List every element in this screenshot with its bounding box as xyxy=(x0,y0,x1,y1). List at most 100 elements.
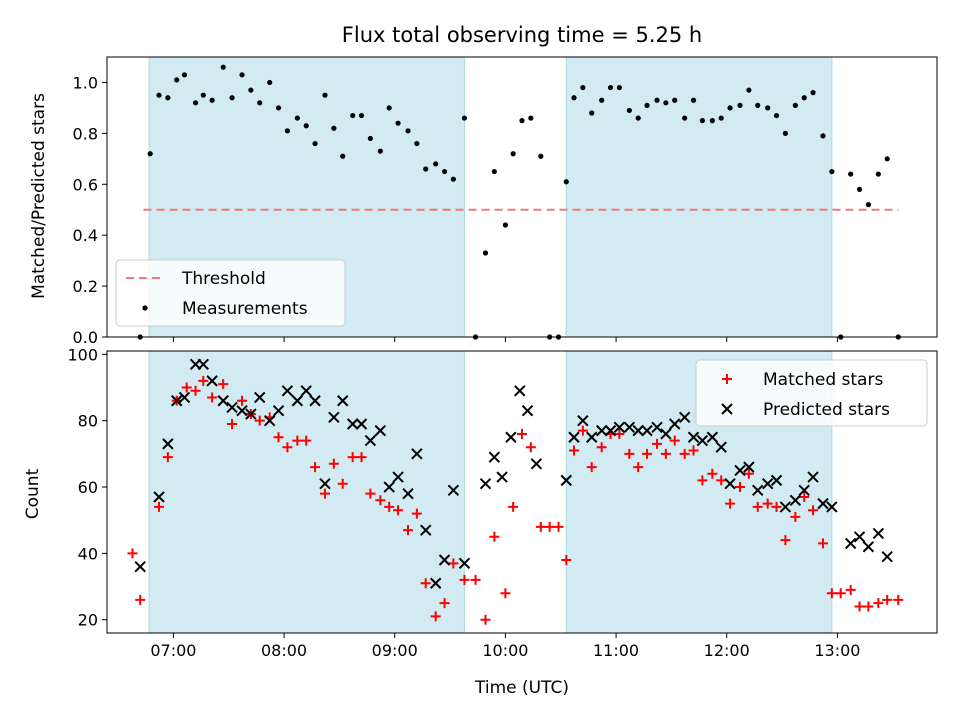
data-point xyxy=(254,415,265,426)
data-point xyxy=(715,441,727,453)
data-point xyxy=(322,92,328,98)
data-point xyxy=(291,395,304,407)
data-point xyxy=(392,471,404,483)
data-point xyxy=(355,418,368,430)
data-point xyxy=(641,424,653,437)
data-point xyxy=(613,421,626,434)
data-point xyxy=(162,438,174,450)
data-point xyxy=(162,452,173,463)
y-tick-label: 20 xyxy=(78,611,98,630)
data-point xyxy=(697,475,708,486)
data-point xyxy=(789,494,802,507)
data-point xyxy=(181,72,188,78)
data-point xyxy=(450,176,456,182)
data-point xyxy=(743,461,755,473)
y-tick-label: 0.2 xyxy=(73,277,98,296)
legend-threshold-label: Threshold xyxy=(181,269,266,289)
data-point xyxy=(197,358,209,370)
data-point xyxy=(752,501,763,512)
ratio-panel: 0.0 0.2 0.4 0.6 0.8 1.0 Threshold Measurements xyxy=(73,56,938,347)
data-point xyxy=(192,100,199,106)
data-point xyxy=(209,97,215,103)
x-tick-label: 11:00 xyxy=(593,641,639,660)
data-point xyxy=(510,151,516,157)
data-point xyxy=(696,434,709,447)
data-point xyxy=(863,601,874,612)
data-point xyxy=(491,168,497,175)
data-point xyxy=(320,488,331,499)
data-point xyxy=(580,84,586,91)
data-point xyxy=(765,105,771,111)
data-point xyxy=(690,97,697,103)
data-point xyxy=(340,153,346,159)
data-point xyxy=(651,421,663,434)
data-point xyxy=(633,462,644,473)
legend-measurements-label: Measurements xyxy=(182,299,308,319)
observing-interval-shade xyxy=(565,56,833,338)
data-point xyxy=(544,521,555,532)
data-point xyxy=(569,445,580,456)
data-point xyxy=(642,448,653,459)
data-point xyxy=(171,395,183,407)
data-point xyxy=(616,84,622,91)
data-point xyxy=(439,598,450,609)
data-point xyxy=(135,594,146,605)
legend-predicted-label: Predicted stars xyxy=(763,400,890,420)
axes-frame xyxy=(106,350,938,634)
data-point xyxy=(482,250,489,256)
data-point xyxy=(820,133,826,139)
data-point xyxy=(319,477,331,490)
data-point xyxy=(853,531,866,543)
data-point xyxy=(718,115,724,121)
data-point xyxy=(165,95,171,101)
x-tick-label: 13:00 xyxy=(814,641,860,660)
data-point xyxy=(604,424,617,437)
data-point xyxy=(589,110,595,116)
data-point xyxy=(743,468,754,479)
data-point xyxy=(257,100,263,106)
data-point xyxy=(826,588,837,599)
data-point xyxy=(489,531,500,542)
data-point xyxy=(154,501,165,512)
data-point xyxy=(735,482,746,493)
chart-title: Flux total observing time = 5.25 h xyxy=(342,23,702,47)
y-tick-label: 1.0 xyxy=(73,73,98,92)
data-point xyxy=(375,495,386,506)
data-point xyxy=(826,501,838,513)
data-point xyxy=(127,548,138,559)
data-point xyxy=(364,434,377,447)
data-point xyxy=(688,445,699,456)
data-point xyxy=(687,431,700,443)
y-tick-label: 80 xyxy=(78,412,98,431)
data-point xyxy=(301,435,312,446)
data-point xyxy=(423,166,429,172)
data-point xyxy=(447,484,460,497)
x-tick-label: 10:00 xyxy=(482,641,528,660)
data-point xyxy=(881,550,893,563)
data-point xyxy=(884,156,890,162)
data-point xyxy=(386,105,392,111)
data-point xyxy=(519,118,525,124)
data-point xyxy=(367,135,373,142)
data-point xyxy=(254,391,266,404)
y-tick-label: 60 xyxy=(78,478,98,497)
data-point xyxy=(220,64,226,70)
data-point xyxy=(818,538,829,549)
data-point xyxy=(599,97,605,103)
data-point xyxy=(752,484,764,497)
y-tick-label: 0.8 xyxy=(73,124,98,143)
data-point xyxy=(430,611,441,622)
data-point xyxy=(706,431,719,443)
data-point xyxy=(505,431,517,443)
data-point xyxy=(500,588,511,599)
y-tick-label: 0.0 xyxy=(73,328,98,347)
y-tick-label: 100 xyxy=(67,345,98,364)
data-point xyxy=(535,521,546,532)
data-point xyxy=(433,161,439,167)
data-point xyxy=(374,424,387,437)
data-point xyxy=(669,418,681,430)
data-point xyxy=(561,555,572,566)
data-point xyxy=(798,484,810,497)
data-point xyxy=(727,105,733,111)
legend-measurements-swatch xyxy=(142,305,148,311)
